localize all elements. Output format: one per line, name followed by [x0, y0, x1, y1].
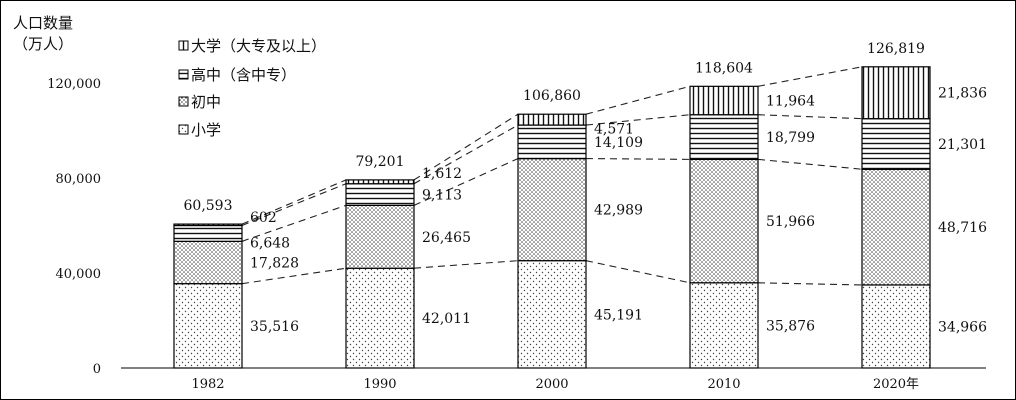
data-label-junior: 17,828	[250, 255, 299, 271]
x-tick-label: 2010	[707, 377, 740, 392]
connector-line	[413, 113, 519, 181]
data-label-university: 21,836	[938, 86, 987, 102]
legend: 大学（大专及以上） 高中（含中专） 初中 小学	[178, 37, 326, 139]
data-label-university: 4,571	[594, 122, 634, 138]
legend-label-highschool: 高中（含中专）	[191, 66, 296, 84]
bar-segment-junior	[345, 204, 415, 269]
connector-line	[757, 282, 863, 286]
total-label: 106,860	[523, 88, 581, 104]
data-label-primary: 35,516	[250, 319, 299, 335]
bar-segment-primary	[345, 267, 415, 369]
bar-segment-junior	[689, 158, 759, 284]
connector-line	[585, 85, 691, 115]
legend-label-university: 大学（大专及以上）	[191, 37, 326, 55]
bar-segment-highschool	[861, 118, 931, 170]
data-label-junior: 42,989	[594, 203, 643, 219]
legend-item-primary: 小学	[178, 121, 221, 139]
bar-segment-university	[173, 223, 243, 227]
bar-segment-highschool	[345, 183, 415, 206]
legend-swatch-junior	[178, 96, 189, 107]
data-label-junior: 26,465	[422, 230, 471, 246]
bar-segment-primary	[689, 282, 759, 369]
connector-line	[757, 66, 863, 87]
bar-segment-junior	[861, 168, 931, 286]
data-label-primary: 35,876	[766, 318, 815, 334]
connector-line	[413, 260, 519, 269]
data-labels: 35,516 17,828 6,648 602 60,593 42,011 26,465 9,…	[184, 41, 988, 336]
bars	[173, 66, 931, 369]
bar-segment-highschool	[517, 124, 587, 160]
data-label-junior: 48,716	[938, 220, 987, 236]
bar-segment-university	[689, 85, 759, 116]
total-label: 126,819	[867, 41, 925, 57]
bar-segment-junior	[517, 157, 587, 262]
connector-line	[585, 158, 691, 160]
bar-segment-university	[517, 113, 587, 126]
connector-lines	[241, 66, 863, 286]
x-tick-label: 2020年	[873, 377, 919, 392]
legend-item-university: 大学（大专及以上）	[178, 37, 326, 55]
data-label-primary: 42,011	[422, 311, 471, 327]
connector-line	[241, 179, 347, 225]
legend-swatch-primary	[178, 124, 189, 135]
data-label-highschool: 6,648	[250, 235, 290, 251]
legend-item-junior: 初中	[178, 93, 221, 111]
connector-line	[413, 124, 519, 185]
connector-line	[757, 114, 863, 120]
legend-item-highschool: 高中（含中专）	[178, 66, 296, 84]
y-axis-title-line1: 人口数量	[13, 14, 73, 32]
data-label-university: 11,964	[766, 94, 815, 110]
bar-segment-university	[861, 66, 931, 120]
y-axis-ticks: 0 40,000 80,000 120,000	[47, 77, 101, 377]
data-label-university: 1,612	[422, 166, 462, 182]
x-axis-ticks: 1982 1990 2000 2010 2020年	[191, 377, 919, 392]
y-axis-title-line2: （万人）	[13, 35, 73, 53]
data-label-junior: 51,966	[766, 214, 815, 230]
x-tick-label: 1982	[191, 377, 224, 392]
bar-segment-highschool	[689, 114, 759, 160]
total-label: 60,593	[184, 198, 233, 214]
bar-segment-university	[345, 179, 415, 185]
y-tick-label: 120,000	[47, 77, 101, 92]
bar-segment-junior	[173, 240, 243, 285]
connector-line	[757, 158, 863, 170]
x-tick-label: 1990	[363, 377, 396, 392]
legend-label-junior: 初中	[191, 93, 221, 111]
data-label-highschool: 21,301	[938, 137, 987, 153]
connector-line	[241, 183, 347, 227]
bar-segment-primary	[173, 283, 243, 369]
bar-segment-highschool	[173, 224, 243, 242]
legend-swatch-university	[178, 40, 189, 51]
data-label-primary: 34,966	[938, 319, 987, 335]
total-label: 118,604	[695, 60, 753, 76]
bar-segment-primary	[861, 284, 931, 369]
y-tick-label: 0	[93, 362, 101, 377]
y-tick-label: 40,000	[56, 267, 102, 282]
y-tick-label: 80,000	[56, 172, 102, 187]
data-label-university: 602	[250, 210, 277, 226]
connector-line	[585, 114, 691, 126]
legend-swatch-highschool	[178, 69, 189, 80]
data-label-primary: 45,191	[594, 307, 643, 323]
connector-line	[241, 204, 347, 242]
total-label: 79,201	[356, 154, 405, 170]
bar-segment-primary	[517, 260, 587, 369]
connector-line	[585, 260, 691, 284]
x-tick-label: 2000	[535, 377, 568, 392]
data-label-highschool: 14,109	[594, 135, 643, 151]
data-label-highschool: 18,799	[766, 130, 815, 146]
legend-label-primary: 小学	[191, 121, 221, 139]
connector-line	[241, 267, 347, 285]
data-label-highschool: 9,113	[422, 188, 462, 204]
